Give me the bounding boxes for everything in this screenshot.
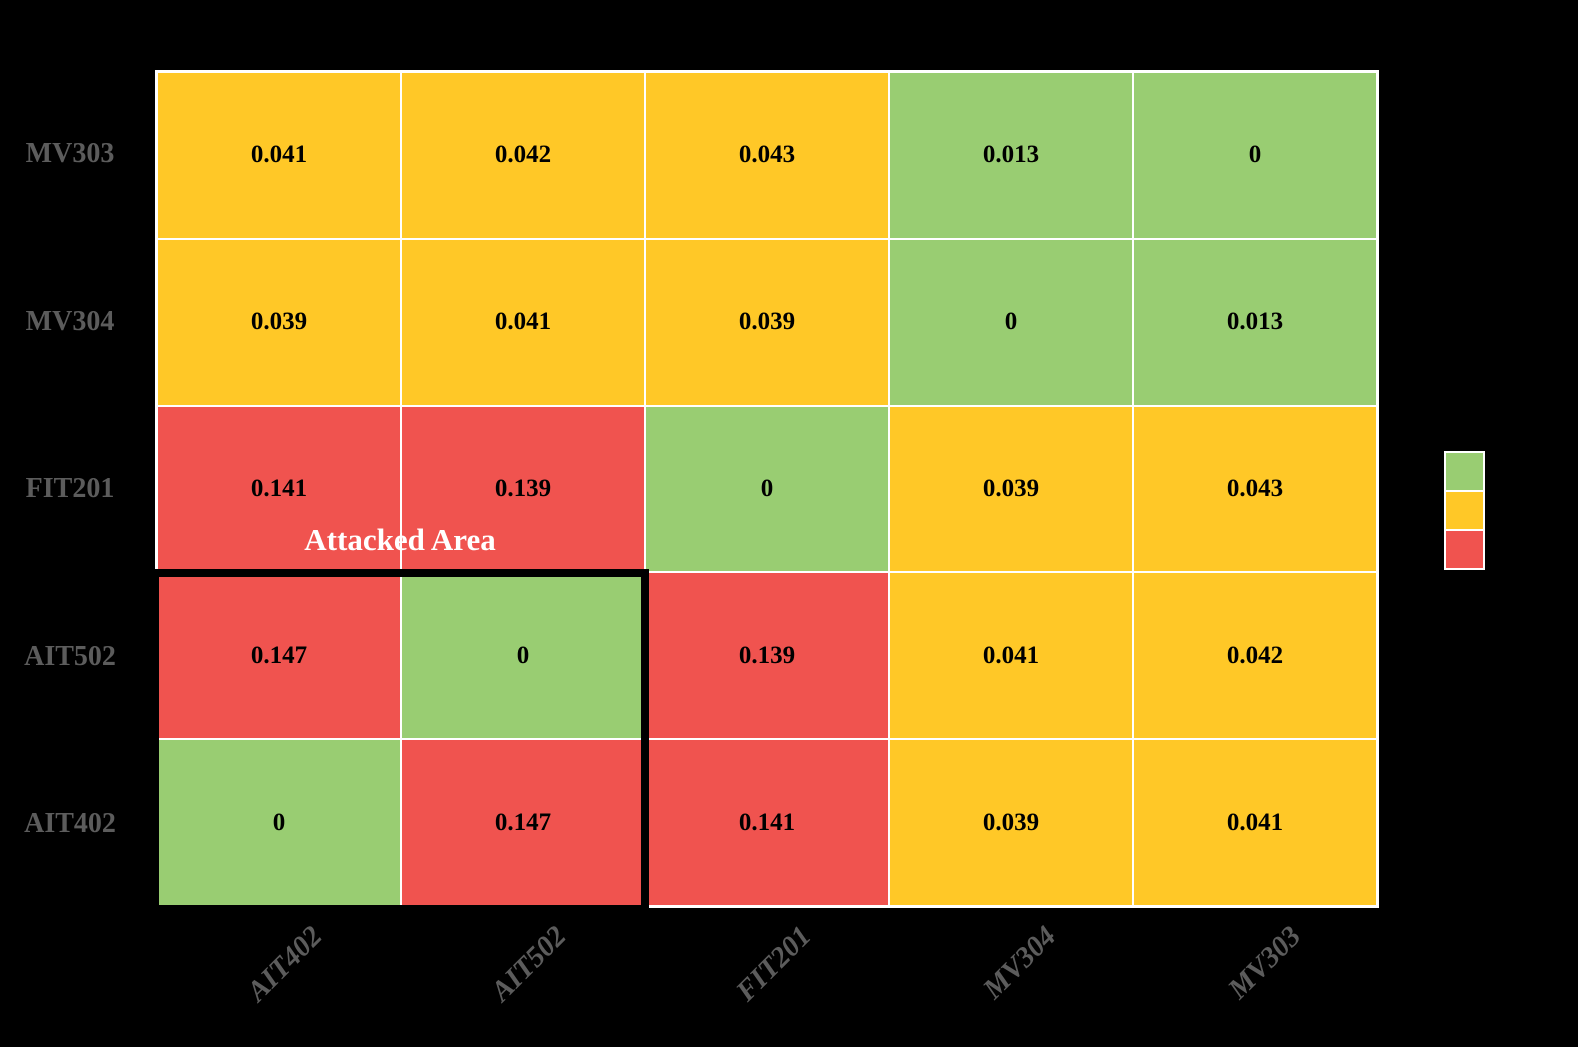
y-axis-label-AIT402: AIT402 xyxy=(24,808,116,840)
attacked-area-label: Attacked Area xyxy=(304,522,496,557)
x-axis-label-MV303: MV303 xyxy=(1221,920,1308,1006)
x-axis-label-AIT402: AIT402 xyxy=(240,920,329,1008)
heatmap-cell-FIT201-MV304: 0.039 xyxy=(889,405,1133,573)
heatmap-cell-FIT201-AIT402: 0.141 xyxy=(157,405,401,573)
heatmap-cell-AIT402-FIT201: 0.141 xyxy=(645,739,889,906)
heatmap-cell-MV303-MV304: 0.013 xyxy=(889,72,1133,239)
heatmap-cell-MV304-MV303: 0.013 xyxy=(1133,238,1377,406)
y-axis-label-FIT201: FIT201 xyxy=(25,473,115,505)
heatmap-cell-AIT402-MV303: 0.041 xyxy=(1133,739,1377,906)
heatmap-cell-AIT502-FIT201: 0.139 xyxy=(645,572,889,740)
heatmap-cell-MV304-AIT502: 0.041 xyxy=(401,238,645,406)
heatmap-cell-AIT502-AIT502: 0 xyxy=(401,572,645,740)
heatmap-cell-MV303-MV303: 0 xyxy=(1133,72,1377,239)
heatmap-cell-AIT402-MV304: 0.039 xyxy=(889,739,1133,906)
heatmap-cell-MV304-AIT402: 0.039 xyxy=(157,238,401,406)
y-axis-label-AIT502: AIT502 xyxy=(24,640,116,672)
heatmap-cell-FIT201-AIT502: 0.139 xyxy=(401,405,645,573)
x-axis-label-FIT201: FIT201 xyxy=(730,920,818,1008)
legend-swatch-mid xyxy=(1444,490,1485,531)
heatmap-cell-MV303-FIT201: 0.043 xyxy=(645,72,889,239)
y-axis-label-MV304: MV304 xyxy=(25,305,115,337)
x-axis-label-AIT502: AIT502 xyxy=(485,920,573,1008)
legend-swatch-high xyxy=(1444,529,1485,570)
heatmap-cell-AIT402-AIT502: 0.147 xyxy=(401,739,645,906)
heatmap-cell-AIT502-AIT402: 0.147 xyxy=(157,572,401,740)
heatmap-cell-MV303-AIT502: 0.042 xyxy=(401,72,645,239)
heatmap-grid: 0.041 0.042 0.043 0.013 0 0.039 0.041 0.039 0 0.0… xyxy=(155,70,1379,908)
heatmap-cell-AIT502-MV304: 0.041 xyxy=(889,572,1133,740)
heatmap-cell-MV304-MV304: 0 xyxy=(889,238,1133,406)
legend-swatch-low xyxy=(1444,451,1485,492)
legend xyxy=(1444,451,1485,570)
heatmap-cell-MV304-FIT201: 0.039 xyxy=(645,238,889,406)
heatmap-cell-AIT402-AIT402: 0 xyxy=(157,739,401,906)
y-axis-label-MV303: MV303 xyxy=(25,138,115,169)
heatmap-cell-AIT502-MV303: 0.042 xyxy=(1133,572,1377,740)
heatmap-cell-FIT201-MV303: 0.043 xyxy=(1133,405,1377,573)
x-axis-label-MV304: MV304 xyxy=(977,920,1063,1006)
heatmap-cell-FIT201-FIT201: 0 xyxy=(645,405,889,573)
heatmap-cell-MV303-AIT402: 0.041 xyxy=(157,72,401,239)
